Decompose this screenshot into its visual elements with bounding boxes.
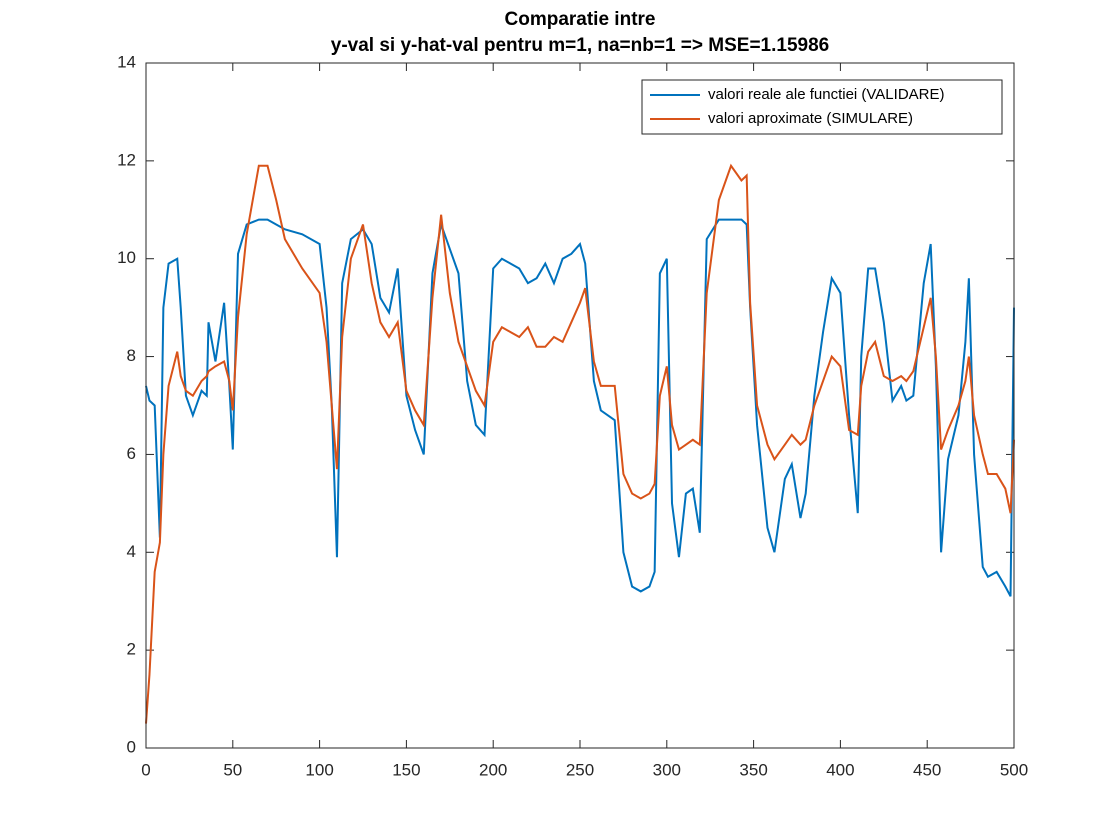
y-tick-label: 4 bbox=[127, 542, 136, 561]
y-tick-label: 6 bbox=[127, 444, 136, 463]
x-tick-label: 400 bbox=[826, 760, 854, 779]
x-tick-label: 450 bbox=[913, 760, 941, 779]
axes-box bbox=[145, 62, 1015, 749]
x-tick-label: 250 bbox=[566, 760, 594, 779]
x-tick-label: 500 bbox=[1000, 760, 1028, 779]
y-tick-label: 10 bbox=[117, 248, 136, 267]
x-tick-label: 300 bbox=[653, 760, 681, 779]
legend-box bbox=[641, 79, 1003, 135]
chart-title: Comparatie intre bbox=[505, 9, 656, 30]
x-tick-label: 100 bbox=[305, 760, 333, 779]
x-tick-label: 200 bbox=[479, 760, 507, 779]
series-line bbox=[145, 163, 1015, 724]
x-tick-label: 150 bbox=[392, 760, 420, 779]
x-tick-label: 0 bbox=[141, 760, 150, 779]
y-tick-label: 2 bbox=[127, 640, 136, 659]
x-tick-label: 350 bbox=[739, 760, 767, 779]
legend-label: valori aproximate (SIMULARE) bbox=[708, 110, 913, 127]
plot-area bbox=[146, 63, 1014, 748]
y-tick-label: 0 bbox=[127, 737, 136, 756]
y-tick-label: 12 bbox=[117, 150, 136, 169]
y-tick-label: 8 bbox=[127, 346, 136, 365]
x-tick-label: 50 bbox=[223, 760, 242, 779]
legend-label: valori reale ale functiei (VALIDARE) bbox=[708, 86, 944, 103]
chart-title: y-val si y-hat-val pentru m=1, na=nb=1 =… bbox=[331, 35, 829, 56]
y-tick-label: 14 bbox=[117, 52, 136, 71]
